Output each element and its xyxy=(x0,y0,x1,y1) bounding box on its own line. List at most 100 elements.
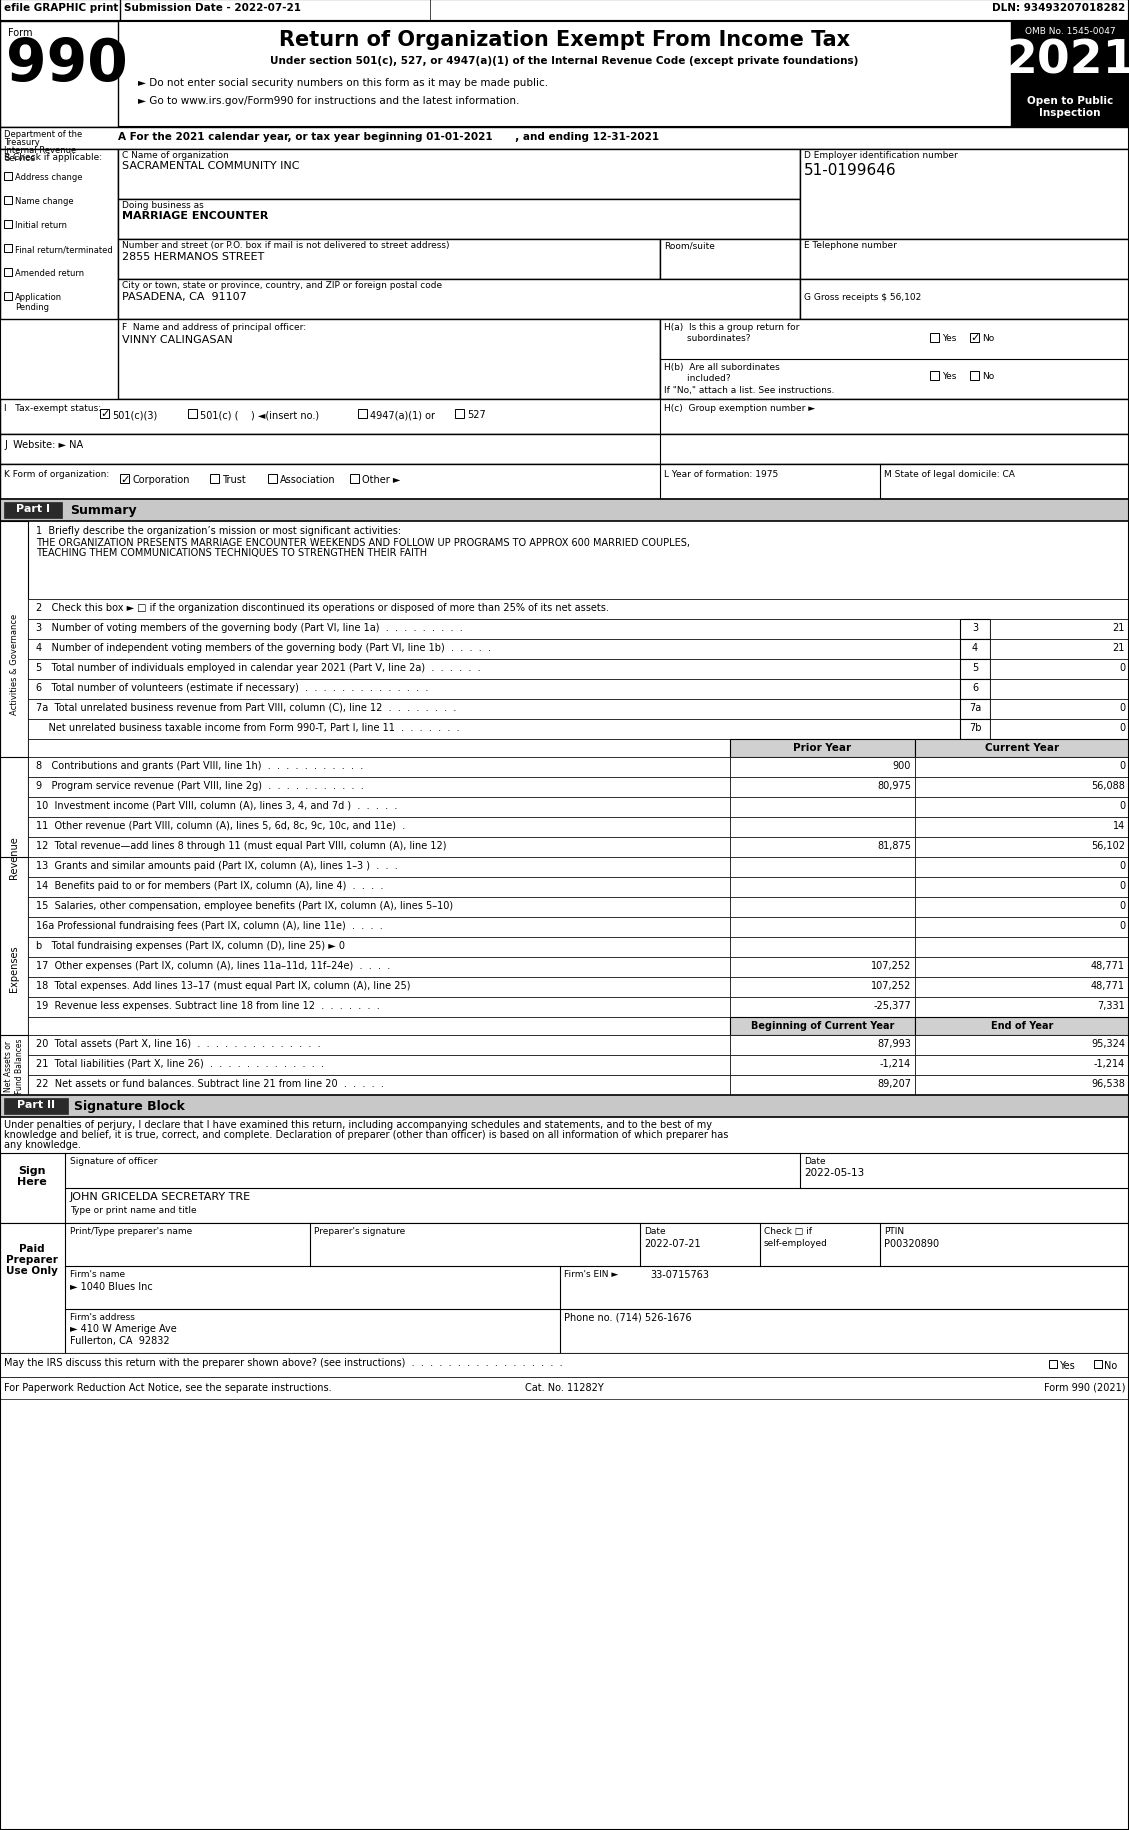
Text: Other ►: Other ► xyxy=(362,474,401,485)
Text: any knowledge.: any knowledge. xyxy=(5,1140,81,1149)
Text: b   Total fundraising expenses (Part IX, column (D), line 25) ► 0: b Total fundraising expenses (Part IX, c… xyxy=(36,941,345,950)
Bar xyxy=(914,897,1129,917)
Text: ✓: ✓ xyxy=(970,333,979,344)
Bar xyxy=(914,957,1129,977)
Bar xyxy=(28,778,730,798)
Bar xyxy=(730,917,914,937)
Text: 2022-07-21: 2022-07-21 xyxy=(644,1239,701,1248)
Text: Doing business as: Doing business as xyxy=(122,201,203,210)
Bar xyxy=(358,410,367,419)
Bar xyxy=(1094,1360,1102,1369)
Text: Part II: Part II xyxy=(17,1100,55,1109)
Text: Preparer: Preparer xyxy=(6,1254,58,1265)
Text: K Form of organization:: K Form of organization: xyxy=(5,470,110,479)
Text: If "No," attach a list. See instructions.: If "No," attach a list. See instructions… xyxy=(664,386,834,395)
Text: Under section 501(c), 527, or 4947(a)(1) of the Internal Revenue Code (except pr: Under section 501(c), 527, or 4947(a)(1)… xyxy=(270,57,859,66)
Bar xyxy=(960,640,990,659)
Text: 2   Check this box ► □ if the organization discontinued its operations or dispos: 2 Check this box ► □ if the organization… xyxy=(36,602,609,613)
Bar xyxy=(914,917,1129,937)
Text: Firm's address: Firm's address xyxy=(70,1312,134,1321)
Text: 13  Grants and similar amounts paid (Part IX, column (A), lines 1–3 )  .  .  .: 13 Grants and similar amounts paid (Part… xyxy=(36,860,397,871)
Text: ✓: ✓ xyxy=(120,474,129,485)
Text: 87,993: 87,993 xyxy=(877,1038,911,1049)
Text: 17  Other expenses (Part IX, column (A), lines 11a–11d, 11f–24e)  .  .  .  .: 17 Other expenses (Part IX, column (A), … xyxy=(36,961,391,970)
Bar xyxy=(28,739,730,758)
Bar xyxy=(210,474,219,483)
Bar xyxy=(930,371,939,381)
Text: TEACHING THEM COMMUNICATIONS TECHNIQUES TO STRENGTHEN THEIR FAITH: TEACHING THEM COMMUNICATIONS TECHNIQUES … xyxy=(36,547,427,558)
Text: Firm's EIN ►: Firm's EIN ► xyxy=(564,1270,619,1279)
Text: 3   Number of voting members of the governing body (Part VI, line 1a)  .  .  .  : 3 Number of voting members of the govern… xyxy=(36,622,463,633)
Bar xyxy=(0,758,28,957)
Text: B Check if applicable:: B Check if applicable: xyxy=(5,154,102,161)
Bar xyxy=(990,659,1129,679)
Text: 48,771: 48,771 xyxy=(1091,961,1124,970)
Bar xyxy=(730,897,914,917)
Text: Beginning of Current Year: Beginning of Current Year xyxy=(751,1021,894,1030)
Bar xyxy=(28,818,730,838)
Text: For Paperwork Reduction Act Notice, see the separate instructions.: For Paperwork Reduction Act Notice, see … xyxy=(5,1382,332,1393)
Text: H(b)  Are all subordinates: H(b) Are all subordinates xyxy=(664,362,780,371)
Text: 5: 5 xyxy=(972,662,978,673)
Bar xyxy=(914,1076,1129,1096)
Bar xyxy=(100,410,110,419)
Text: 51-0199646: 51-0199646 xyxy=(804,163,896,178)
Text: 0: 0 xyxy=(1119,800,1124,811)
Text: Fullerton, CA  92832: Fullerton, CA 92832 xyxy=(70,1336,169,1345)
Bar xyxy=(960,719,990,739)
Bar xyxy=(0,522,28,805)
Text: 9   Program service revenue (Part VIII, line 2g)  .  .  .  .  .  .  .  .  .  .  : 9 Program service revenue (Part VIII, li… xyxy=(36,781,364,791)
Text: 21  Total liabilities (Part X, line 26)  .  .  .  .  .  .  .  .  .  .  .  .  .: 21 Total liabilities (Part X, line 26) .… xyxy=(36,1058,324,1069)
Text: Room/suite: Room/suite xyxy=(664,242,715,251)
Text: 56,102: 56,102 xyxy=(1091,840,1124,851)
Bar xyxy=(28,1076,730,1096)
Text: 56,088: 56,088 xyxy=(1091,781,1124,791)
Bar xyxy=(990,620,1129,640)
Text: MARRIAGE ENCOUNTER: MARRIAGE ENCOUNTER xyxy=(122,210,269,221)
Text: 14  Benefits paid to or for members (Part IX, column (A), line 4)  .  .  .  .: 14 Benefits paid to or for members (Part… xyxy=(36,880,384,891)
Text: Amended return: Amended return xyxy=(15,269,85,278)
Bar xyxy=(914,878,1129,897)
Bar xyxy=(5,293,12,300)
Text: Final return/terminated: Final return/terminated xyxy=(15,245,113,254)
Text: 89,207: 89,207 xyxy=(877,1078,911,1089)
Bar xyxy=(28,719,960,739)
Text: Trust: Trust xyxy=(222,474,246,485)
Text: G Gross receipts $ 56,102: G Gross receipts $ 56,102 xyxy=(804,293,921,302)
Bar xyxy=(914,838,1129,858)
Text: -1,214: -1,214 xyxy=(1094,1058,1124,1069)
Bar xyxy=(914,778,1129,798)
Bar xyxy=(0,1036,28,1096)
Text: efile GRAPHIC print: efile GRAPHIC print xyxy=(5,4,119,13)
Text: 5   Total number of individuals employed in calendar year 2021 (Part V, line 2a): 5 Total number of individuals employed i… xyxy=(36,662,481,673)
Bar xyxy=(730,778,914,798)
Text: 501(c) (    ) ◄(insert no.): 501(c) ( ) ◄(insert no.) xyxy=(200,410,320,419)
Text: 7,331: 7,331 xyxy=(1097,1001,1124,1010)
Text: subordinates?: subordinates? xyxy=(664,333,751,342)
Text: Activities & Governance: Activities & Governance xyxy=(9,613,18,714)
Text: 10  Investment income (Part VIII, column (A), lines 3, 4, and 7d )  .  .  .  .  : 10 Investment income (Part VIII, column … xyxy=(36,800,397,811)
Text: Prior Year: Prior Year xyxy=(794,743,851,752)
Text: Sign: Sign xyxy=(18,1166,46,1175)
Text: PASADENA, CA  91107: PASADENA, CA 91107 xyxy=(122,291,247,302)
Bar xyxy=(350,474,359,483)
Bar xyxy=(0,22,119,128)
Text: 96,538: 96,538 xyxy=(1091,1078,1124,1089)
Bar xyxy=(1010,22,1129,128)
Text: knowledge and belief, it is true, correct, and complete. Declaration of preparer: knowledge and belief, it is true, correc… xyxy=(5,1129,728,1140)
Text: Service: Service xyxy=(5,154,35,163)
Text: Signature Block: Signature Block xyxy=(75,1100,185,1113)
Text: A For the 2021 calendar year, or tax year beginning 01-01-2021: A For the 2021 calendar year, or tax yea… xyxy=(119,132,492,143)
Bar xyxy=(28,758,730,778)
Text: Firm's name: Firm's name xyxy=(70,1270,125,1279)
Bar xyxy=(28,798,730,818)
Text: ► Go to www.irs.gov/Form990 for instructions and the latest information.: ► Go to www.irs.gov/Form990 for instruct… xyxy=(138,95,519,106)
Bar xyxy=(0,500,1129,522)
Bar xyxy=(730,937,914,957)
Bar xyxy=(0,399,1129,436)
Bar xyxy=(119,150,800,199)
Text: Print/Type preparer's name: Print/Type preparer's name xyxy=(70,1226,192,1235)
Text: 6   Total number of volunteers (estimate if necessary)  .  .  .  .  .  .  .  .  : 6 Total number of volunteers (estimate i… xyxy=(36,683,428,692)
Bar xyxy=(800,150,1129,240)
Bar xyxy=(730,1056,914,1076)
